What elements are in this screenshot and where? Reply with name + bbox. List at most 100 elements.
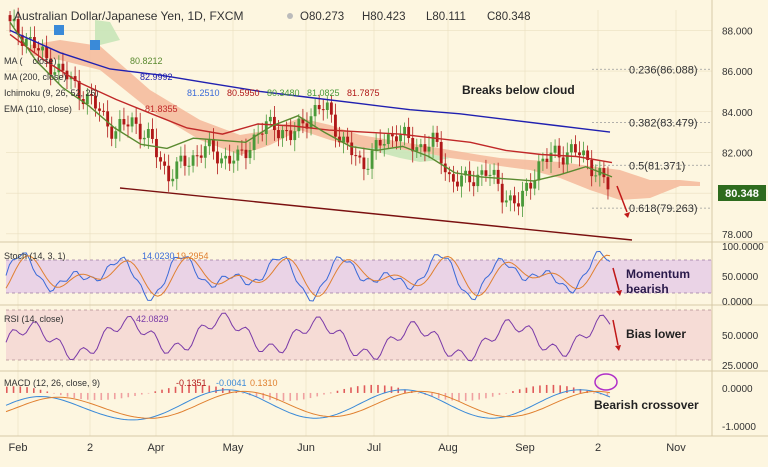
macd-bar: [59, 392, 62, 396]
macd-bar: [215, 386, 217, 393]
macd-bar: [451, 392, 454, 401]
candle-body: [211, 138, 215, 152]
candle-body: [403, 126, 407, 135]
macd-bar: [518, 389, 521, 393]
ichimoku-value-2: 80.5950: [227, 88, 260, 98]
candle-body: [496, 169, 500, 184]
macd-bar: [39, 389, 42, 393]
candle-body: [138, 123, 142, 140]
candle-body: [407, 126, 411, 139]
macd-bar: [437, 392, 440, 399]
macd-bar: [100, 392, 103, 401]
stoch-d-value: 19.2954: [176, 251, 209, 261]
candle-body: [49, 58, 53, 75]
candle-body: [390, 134, 394, 137]
macd-bar: [154, 391, 157, 393]
candle-body: [517, 203, 520, 207]
candle-body: [565, 152, 569, 165]
macd-bar: [147, 392, 150, 394]
stoch-d-line: [5, 254, 611, 297]
candle-body: [504, 200, 508, 203]
candle-body: [73, 76, 77, 81]
candle-body: [171, 178, 175, 182]
macd-bar: [606, 392, 609, 397]
candle-body: [89, 94, 93, 96]
macd-bar: [86, 392, 89, 400]
down-arrow-rsi-head: [615, 345, 621, 351]
candle-body: [106, 111, 110, 127]
ema-110-line: [9, 33, 613, 164]
candle-body: [37, 48, 40, 51]
candle-body: [94, 95, 97, 109]
ichimoku-value-5: 81.7875: [347, 88, 380, 98]
macd-tick-neg1: -1.0000: [722, 422, 756, 433]
candle-body: [399, 134, 402, 142]
candle-body: [277, 130, 280, 139]
rsi-band: [6, 310, 712, 360]
candle-body: [329, 102, 333, 115]
macd-bar: [350, 387, 352, 393]
ma-long-value: 82.9992: [140, 72, 173, 82]
macd-bar: [323, 392, 325, 395]
candle-body: [313, 105, 317, 117]
candle-body: [512, 195, 516, 204]
candle-body: [553, 145, 557, 153]
candle-body: [134, 117, 138, 124]
eye-icon[interactable]: [90, 40, 100, 50]
candle-body: [500, 183, 504, 203]
candle-body: [273, 116, 276, 131]
macd-bar: [390, 386, 393, 393]
status-dot-icon: [287, 13, 293, 19]
candle-body: [77, 80, 81, 99]
candle-body: [297, 118, 301, 132]
macd-bar: [32, 388, 35, 393]
x-tick-label: Apr: [147, 442, 164, 454]
candle-body: [53, 72, 57, 75]
candle-body: [195, 155, 199, 157]
macd-bar: [19, 386, 22, 393]
candle-body: [98, 108, 101, 111]
candle-body: [582, 150, 585, 156]
candle-body: [382, 144, 386, 146]
x-tick-label: 2: [595, 442, 601, 454]
candle-body: [16, 18, 20, 35]
macd-bar: [579, 389, 582, 393]
macd-signal-line: [5, 390, 611, 419]
x-tick-label: Jun: [297, 442, 315, 454]
candle-body: [549, 152, 553, 162]
macd-bar: [491, 392, 494, 397]
candle-body: [175, 161, 179, 179]
candle-body: [362, 157, 366, 170]
macd-value-1: -0.1351: [176, 378, 207, 388]
candle-body: [110, 126, 114, 139]
ichimoku-cloud-bullish: [340, 140, 450, 162]
macd-bar: [363, 385, 366, 393]
candle-body: [606, 177, 610, 190]
x-tick-label: Nov: [666, 442, 686, 454]
macd-bar: [485, 392, 487, 399]
fib-label: 0.618(79.263): [629, 203, 698, 215]
eye-icon[interactable]: [54, 25, 64, 35]
macd-bar: [404, 389, 406, 393]
macd-bar: [539, 385, 541, 393]
macd-bar: [593, 392, 595, 394]
macd-bar: [93, 392, 96, 401]
annotation-bias: Bias lower: [626, 327, 686, 341]
candle-body: [252, 134, 256, 150]
ichimoku-cloud-bullish-early: [95, 20, 120, 45]
x-tick-label: 2: [87, 442, 93, 454]
candle-body: [415, 147, 419, 152]
candle-body: [590, 160, 594, 177]
ichimoku-label: Ichimoku (9, 26, 52, 26): [4, 88, 99, 98]
macd-bar: [107, 392, 109, 400]
candle-body: [321, 109, 325, 111]
candle-body: [435, 132, 439, 142]
stoch-k-value: 14.0230: [142, 251, 175, 261]
macd-bar: [377, 384, 379, 393]
x-axis: Feb 2 Apr May Jun Jul Aug Sep 2 Nov: [9, 442, 687, 454]
candle-body: [228, 155, 232, 164]
candle-body: [346, 136, 350, 143]
candle-body: [378, 140, 382, 146]
candle-body: [301, 118, 305, 124]
ichimoku-value-3: 80.3480: [267, 88, 300, 98]
